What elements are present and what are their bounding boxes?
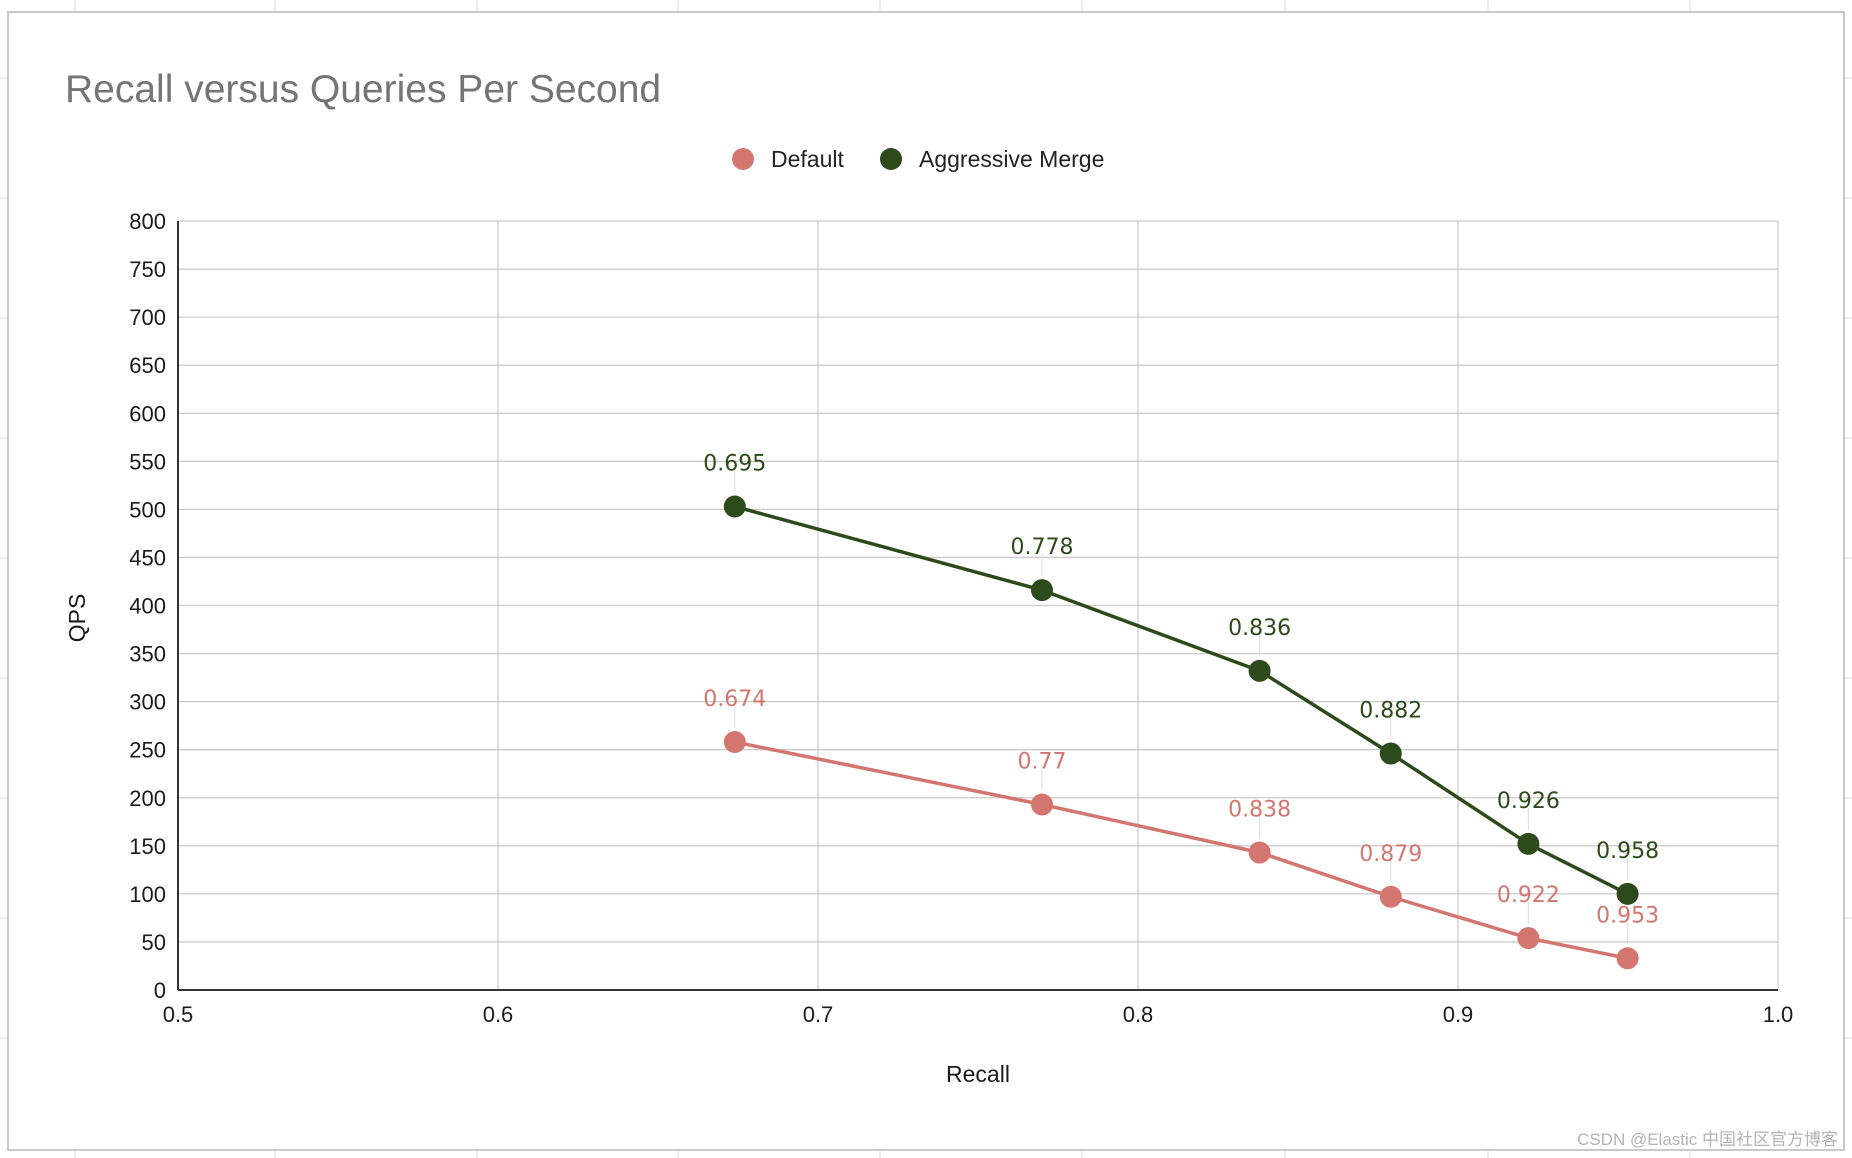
x-tick-label: 0.5 (163, 1002, 194, 1027)
x-tick-label: 0.8 (1123, 1002, 1154, 1027)
data-point-default (1031, 793, 1053, 816)
data-point-aggressive-merge (1248, 659, 1271, 682)
legend: Default Aggressive Merge (732, 146, 1104, 172)
y-tick-label: 150 (129, 834, 166, 859)
data-labels: 0.674 0.77 0.838 0.879 0.922 0.953 0.695 0.778 0… (703, 451, 1659, 945)
x-tick-label: 0.9 (1443, 1002, 1474, 1027)
y-tick-label: 450 (129, 545, 166, 570)
data-point-default (1248, 841, 1271, 864)
y-tick-label: 50 (142, 930, 166, 955)
data-label-default: 0.922 (1497, 883, 1560, 908)
legend-label-default: Default (771, 146, 844, 172)
series-line-aggressive-merge (734, 504, 1629, 896)
data-point-default (723, 730, 746, 753)
data-label-aggressive-merge: 0.778 (1011, 535, 1074, 560)
y-tick-label: 0 (154, 978, 166, 1003)
y-tick-label: 300 (129, 690, 166, 715)
x-tick-label: 0.7 (803, 1002, 834, 1027)
series (723, 495, 1639, 970)
gridlines (178, 220, 1779, 990)
data-label-default: 0.879 (1359, 842, 1422, 867)
y-tick-label: 800 (129, 209, 166, 234)
legend-marker-aggressive-merge (880, 148, 902, 170)
data-label-default: 0.838 (1228, 798, 1291, 823)
data-point-aggressive-merge (1616, 882, 1639, 905)
y-tick-label: 400 (129, 594, 166, 619)
chart-frame (7, 11, 1845, 1151)
series-line-default (734, 740, 1628, 961)
y-tick-label: 550 (129, 449, 166, 474)
y-tick-label: 100 (129, 882, 166, 907)
data-point-aggressive-merge (1517, 832, 1540, 855)
x-axis-title: Recall (946, 1061, 1010, 1087)
y-tick-label: 600 (129, 401, 166, 426)
y-tick-label: 350 (129, 642, 166, 667)
watermark-text: CSDN @Elastic 中国社区官方博客 (1577, 1130, 1838, 1149)
x-tick-label: 0.6 (483, 1002, 514, 1027)
data-label-aggressive-merge: 0.695 (703, 451, 766, 476)
y-tick-label: 650 (129, 353, 166, 378)
data-label-aggressive-merge: 0.926 (1497, 789, 1560, 814)
data-label-default: 0.674 (703, 687, 766, 712)
data-label-aggressive-merge: 0.836 (1228, 616, 1291, 641)
y-tick-label: 200 (129, 786, 166, 811)
data-label-aggressive-merge: 0.882 (1359, 699, 1422, 724)
x-tick-label: 1.0 (1763, 1002, 1794, 1027)
data-point-aggressive-merge (1379, 742, 1402, 765)
data-point-default (1616, 947, 1639, 970)
legend-label-aggressive-merge: Aggressive Merge (919, 146, 1104, 172)
data-label-default: 0.77 (1018, 749, 1067, 774)
data-point-default (1379, 885, 1402, 908)
y-tick-label: 250 (129, 738, 166, 763)
y-tick-label: 750 (129, 257, 166, 282)
data-label-default: 0.953 (1596, 903, 1659, 928)
y-axis-title: QPS (64, 594, 90, 643)
chart-title: Recall versus Queries Per Second (65, 68, 661, 111)
data-label-aggressive-merge: 0.958 (1596, 839, 1659, 864)
data-point-default (1517, 927, 1540, 950)
axes: 0 50 100 150 200 250 300 350 400 450 500 550 600 650 7… (129, 209, 1793, 1027)
legend-marker-default (732, 148, 754, 170)
data-point-aggressive-merge (723, 495, 746, 518)
y-tick-label: 500 (129, 497, 166, 522)
y-tick-label: 700 (129, 305, 166, 330)
data-point-aggressive-merge (1031, 579, 1053, 602)
